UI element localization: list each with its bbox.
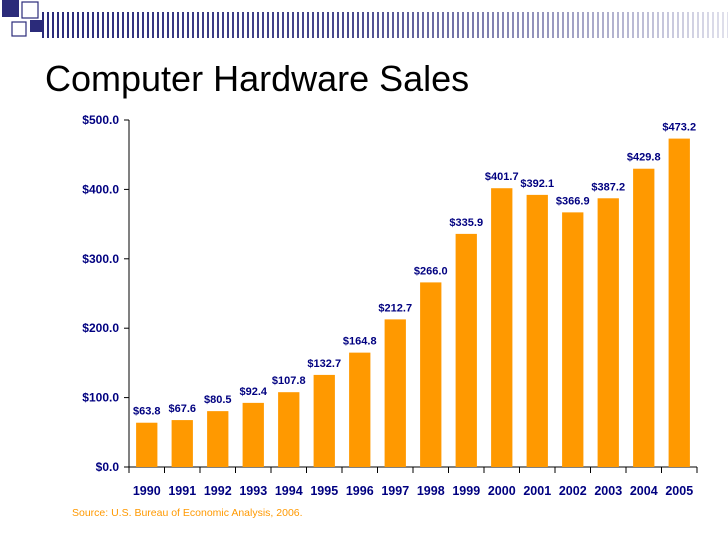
- bar: [278, 392, 300, 467]
- data-labels: $63.8 $67.6 $80.5 $92.4 $107.8$132.7$164.8 $2…: [133, 122, 696, 418]
- bar: [349, 352, 371, 467]
- data-label: $392.1: [520, 178, 554, 190]
- data-label: $132.7: [307, 358, 341, 370]
- y-tick-label: $400.0: [82, 182, 119, 196]
- bar: [597, 198, 619, 467]
- bar: [207, 411, 229, 467]
- bar: [420, 282, 442, 467]
- x-tick-label: 1997: [381, 484, 409, 498]
- bar: [668, 138, 690, 468]
- x-tick-label: 1991: [168, 484, 196, 498]
- x-tick-label: 2003: [594, 484, 622, 498]
- data-label: $164.8: [343, 336, 377, 348]
- x-tick-label: 1996: [346, 484, 374, 498]
- data-label: $366.9: [556, 195, 590, 207]
- bar: [242, 402, 264, 467]
- slide-title: Computer Hardware Sales: [45, 58, 470, 99]
- deco-square-outline: [11, 21, 27, 37]
- data-label: $67.6: [168, 403, 196, 415]
- y-tick-label: $300.0: [82, 252, 119, 266]
- data-label: $429.8: [627, 152, 661, 164]
- x-tick-label: 1994: [275, 484, 303, 498]
- data-label: $63.8: [133, 406, 161, 418]
- y-axis: $0.0 $100.0 $200.0 $300.0 $400.0 $500.0: [82, 113, 130, 474]
- bar: [384, 319, 406, 467]
- data-label: $266.0: [414, 265, 448, 277]
- x-tick-label: 2000: [488, 484, 516, 498]
- deco-square-outline: [21, 1, 39, 19]
- bar: [136, 422, 158, 467]
- data-label: $92.4: [239, 386, 267, 398]
- decorative-squares: [2, 0, 42, 37]
- x-tick-label: 1998: [417, 484, 445, 498]
- data-label: $387.2: [591, 181, 625, 193]
- x-tick-label: 2002: [559, 484, 587, 498]
- bar: [313, 374, 335, 467]
- bar: [633, 168, 655, 467]
- bar: [562, 212, 584, 467]
- bar: [171, 420, 193, 467]
- x-tick-label: 1993: [239, 484, 267, 498]
- x-tick-label: 2004: [630, 484, 658, 498]
- y-tick-label: $200.0: [82, 321, 119, 335]
- x-tick-label: 1995: [310, 484, 338, 498]
- bar: [455, 233, 477, 467]
- data-label: $473.2: [662, 122, 696, 134]
- data-label: $80.5: [204, 394, 232, 406]
- bar: [526, 194, 548, 467]
- x-tick-label: 2005: [665, 484, 693, 498]
- data-label: $212.7: [378, 302, 412, 314]
- data-label: $335.9: [449, 217, 483, 229]
- x-tick-label: 2001: [523, 484, 551, 498]
- bar: [491, 188, 513, 467]
- y-tick-label: $500.0: [82, 113, 119, 127]
- data-label: $401.7: [485, 171, 519, 183]
- x-tick-label: 1990: [133, 484, 161, 498]
- x-tick-label: 1992: [204, 484, 232, 498]
- source-note: Source: U.S. Bureau of Economic Analysis…: [72, 507, 303, 519]
- deco-square-dark: [2, 0, 19, 17]
- header-stripe-band: [42, 12, 728, 38]
- x-axis: 1990 1991 1992 1993 1994 1995 1996 1997 1998 1999…: [128, 466, 698, 498]
- y-tick-label: $0.0: [96, 460, 120, 474]
- deco-square-dark: [30, 20, 42, 32]
- x-tick-label: 1999: [452, 484, 480, 498]
- bar-series: [136, 138, 690, 468]
- data-label: $107.8: [272, 375, 306, 387]
- y-tick-label: $100.0: [82, 391, 119, 405]
